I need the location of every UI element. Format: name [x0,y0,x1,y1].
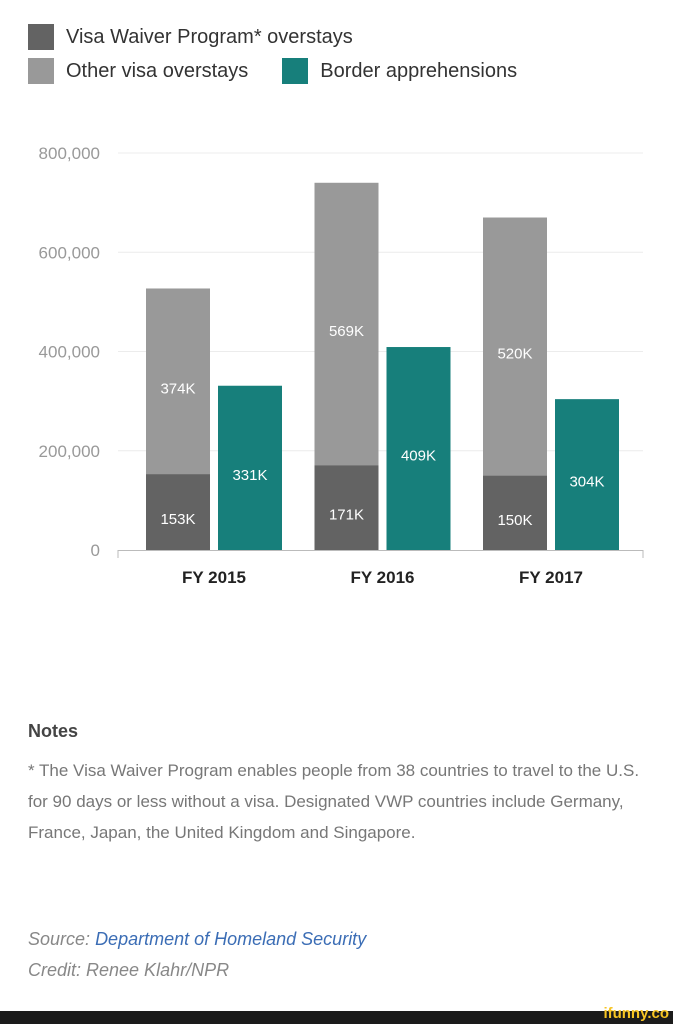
data-label: 569K [329,323,364,340]
data-label: 150K [497,512,532,529]
notes-title: Notes [28,721,79,741]
y-tick-label: 200,000 [39,442,100,461]
bar-vwp [146,474,210,550]
bar-border-apprehensions [555,399,619,550]
bar-border-apprehensions [386,347,451,550]
bar-other [314,182,379,466]
x-tick-label: FY 2016 [351,568,415,587]
y-tick-label: 600,000 [39,243,100,262]
y-tick-label: 800,000 [39,144,100,163]
legend-item-other: Other visa overstays [28,58,248,84]
legend-swatch [28,24,54,50]
bar-other [146,288,210,475]
chart-legend: Visa Waiver Program* overstays Other vis… [28,20,551,88]
source-credit: Source: Department of Homeland Security … [28,924,366,986]
watermark-logo: ifunny.co [603,1005,669,1022]
legend-label: Border apprehensions [320,59,518,82]
footer-bar: ifunny.co [0,1005,673,1024]
data-label: 520K [497,346,532,363]
legend-item-border: Border apprehensions [282,58,517,84]
legend-swatch [282,58,309,84]
source-label: Source: [28,929,91,949]
bar-chart: 0 200,000 400,000 600,000 800,000 153K 374K 331… [39,144,644,587]
data-label: 304K [569,474,604,491]
bar-vwp [314,465,379,550]
data-label: 409K [401,448,436,465]
source-link[interactable]: Department of Homeland Security [95,929,367,949]
data-label: 153K [160,511,195,528]
legend-label: Visa Waiver Program* overstays [66,25,353,48]
data-label: 171K [329,507,364,524]
x-tick-label: FY 2017 [519,568,583,587]
bar-vwp [483,475,547,550]
notes-text: * The Visa Waiver Program enables people… [28,761,640,842]
credit-text: Credit: Renee Klahr/NPR [28,960,230,980]
y-tick-label: 400,000 [39,343,100,362]
legend-label: Other visa overstays [66,59,249,82]
data-label: 374K [160,380,195,397]
x-tick-label: FY 2015 [182,568,246,587]
bar-border-apprehensions [218,385,282,550]
legend-item-vwp: Visa Waiver Program* overstays [28,24,353,50]
bar-other [483,217,547,476]
y-tick-label: 0 [91,541,100,560]
notes-section: Notes * The Visa Waiver Program enables … [28,716,648,848]
data-label: 331K [232,467,267,484]
legend-swatch [28,58,54,84]
